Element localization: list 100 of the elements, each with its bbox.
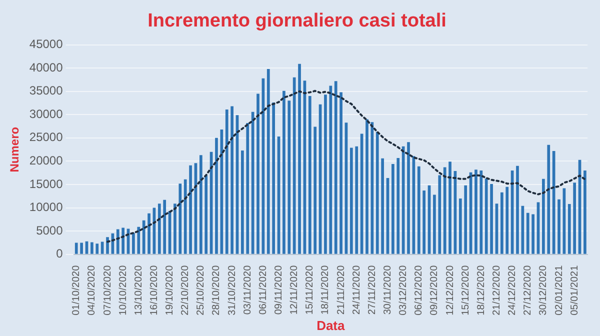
x-tick-label: 06/11/2020 [258, 264, 269, 315]
x-tick-label: 09/11/2020 [274, 264, 285, 315]
x-tick-label: 12/12/2020 [444, 264, 456, 316]
x-tick-label: 15/11/2020 [304, 264, 316, 315]
bar [308, 96, 312, 254]
bar [458, 198, 462, 254]
bar [516, 166, 519, 254]
x-tick-label: 16/10/2020 [148, 264, 160, 316]
bar [334, 81, 338, 254]
bar [158, 204, 161, 254]
bar [298, 64, 301, 254]
x-tick-label: 09/12/2020 [429, 264, 440, 316]
x-tick-label: 31/10/2020 [226, 264, 238, 316]
x-tick-label: 27/12/2020 [522, 264, 534, 316]
bar [448, 162, 452, 254]
bar [376, 132, 379, 254]
bar [106, 237, 109, 254]
bar [266, 69, 270, 254]
y-tick-label: 40000 [29, 60, 64, 74]
x-tick-label: 03/11/2020 [242, 264, 254, 315]
bar [204, 175, 208, 254]
x-tick-label: 21/11/2020 [336, 264, 347, 315]
x-tick-label: 05/01/2021 [569, 264, 580, 316]
y-tick-label: 45000 [29, 37, 64, 52]
x-tick-label: 04/10/2020 [86, 264, 98, 316]
line-series [106, 90, 586, 243]
bar [464, 185, 468, 254]
bar [90, 242, 94, 254]
y-tick-label: 30000 [29, 106, 64, 121]
y-tick-label: 20000 [29, 154, 64, 168]
y-tick-label: 35000 [29, 84, 64, 98]
bar [547, 144, 550, 254]
x-tick-label: 27/11/2020 [366, 264, 378, 315]
bar [366, 119, 368, 254]
x-tick-label: 07/10/2020 [102, 264, 114, 316]
bar [443, 167, 446, 254]
bar [396, 158, 400, 254]
bar [484, 178, 488, 254]
x-tick-label: 28/10/2020 [211, 264, 222, 316]
bar [521, 206, 524, 254]
bar [329, 86, 332, 254]
bar [573, 182, 576, 254]
x-tick-label: 22/10/2020 [180, 264, 192, 316]
bar [438, 175, 442, 254]
bar [174, 204, 176, 254]
bar [220, 130, 224, 254]
bar [230, 106, 234, 254]
bar [584, 170, 586, 254]
x-tick-label: 21/12/2020 [491, 264, 502, 316]
x-tick-label: 30/11/2020 [382, 264, 394, 315]
bar [272, 102, 275, 254]
bar [292, 77, 296, 254]
bar [163, 200, 166, 254]
bar [381, 158, 384, 254]
y-tick-label: 0 [56, 246, 64, 261]
bar [370, 122, 374, 254]
x-tick-label: 13/10/2020 [133, 264, 144, 316]
x-tick-label: 25/10/2020 [196, 264, 207, 316]
bar [241, 150, 244, 254]
y-tick-label: 15000 [29, 176, 64, 191]
bar [474, 170, 478, 254]
bar [490, 184, 493, 254]
bar [256, 94, 260, 254]
bar [142, 220, 146, 254]
x-tick-label: 12/11/2020 [289, 264, 300, 315]
bar [132, 232, 135, 254]
x-tick-label: 02/01/2021 [554, 264, 565, 316]
bar [184, 179, 187, 254]
bar [433, 194, 436, 254]
x-tick-label: 06/12/2020 [414, 264, 425, 316]
bar [199, 155, 202, 254]
bar [148, 213, 150, 254]
bar [288, 100, 291, 254]
bar [314, 126, 317, 254]
y-tick-label: 10000 [29, 200, 64, 214]
bar [355, 146, 358, 254]
bar [189, 165, 192, 254]
x-tick-label: 18/12/2020 [476, 264, 487, 316]
x-axis-title: Data [316, 318, 346, 333]
bar [282, 90, 286, 254]
x-tick-label: 24/12/2020 [507, 264, 518, 316]
x-tick-label: 18/11/2020 [320, 264, 332, 315]
bar [246, 123, 250, 254]
chart-title: Incremento giornaliero casi totali [148, 10, 446, 32]
bar [558, 199, 560, 254]
bar [178, 184, 182, 254]
bar [137, 226, 140, 254]
x-tick-label: 24/11/2020 [351, 264, 362, 315]
y-axis-title: Numero [8, 126, 22, 172]
bar [526, 212, 530, 254]
bar [392, 164, 394, 254]
bar [500, 192, 504, 254]
bar [350, 148, 353, 254]
bar [407, 142, 410, 254]
bar [74, 242, 78, 254]
bar [324, 94, 327, 254]
x-tick-label: 19/10/2020 [164, 264, 176, 316]
bar [340, 92, 342, 254]
x-tick-label: 01/10/2020 [71, 264, 82, 316]
y-tick-label: 5000 [36, 223, 64, 238]
